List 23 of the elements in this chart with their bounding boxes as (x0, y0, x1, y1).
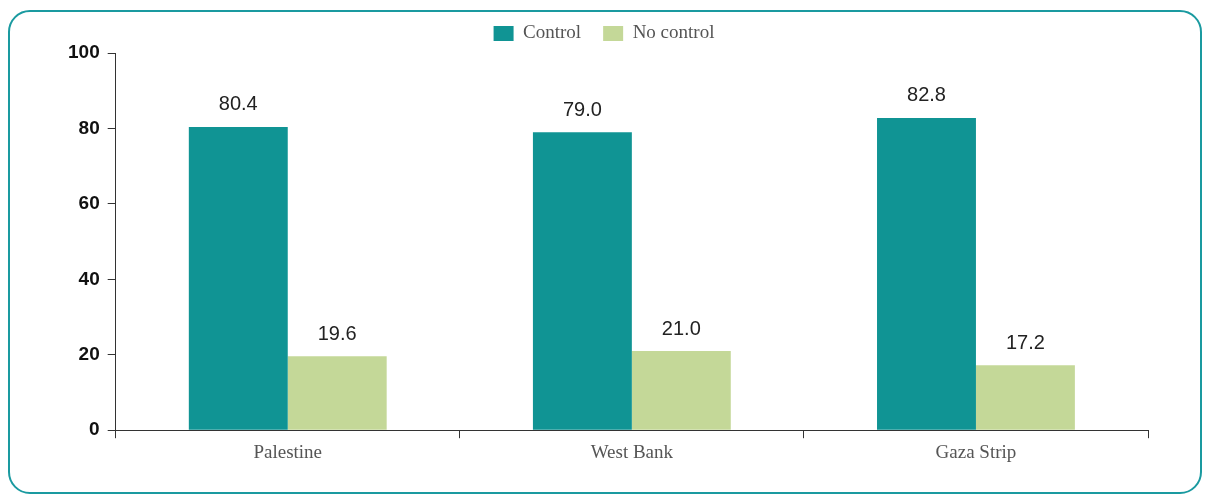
data-label: 17.2 (1005, 330, 1045, 353)
data-label: 80.4 (218, 92, 258, 115)
bar (975, 365, 1075, 430)
data-label: 21.0 (661, 316, 701, 339)
bar (287, 356, 387, 430)
data-label: 82.8 (907, 83, 946, 106)
y-tick-label: 80 (78, 116, 100, 138)
bar (532, 132, 632, 430)
x-tick-label: Palestine (253, 440, 323, 462)
x-tick-label: West Bank (590, 440, 674, 462)
x-tick-label: Gaza Strip (935, 440, 1017, 462)
legend-label: Control (523, 21, 582, 43)
data-label: 19.6 (317, 321, 357, 344)
y-tick-label: 100 (68, 41, 100, 63)
legend-label: No control (632, 21, 715, 43)
y-tick-label: 60 (78, 192, 100, 214)
y-tick-label: 0 (89, 418, 100, 440)
y-tick-label: 20 (78, 342, 100, 364)
bar (877, 117, 976, 430)
data-label: 79.0 (562, 97, 602, 120)
bar (188, 126, 288, 430)
y-tick-label: 40 (78, 267, 100, 289)
bar (631, 350, 731, 430)
